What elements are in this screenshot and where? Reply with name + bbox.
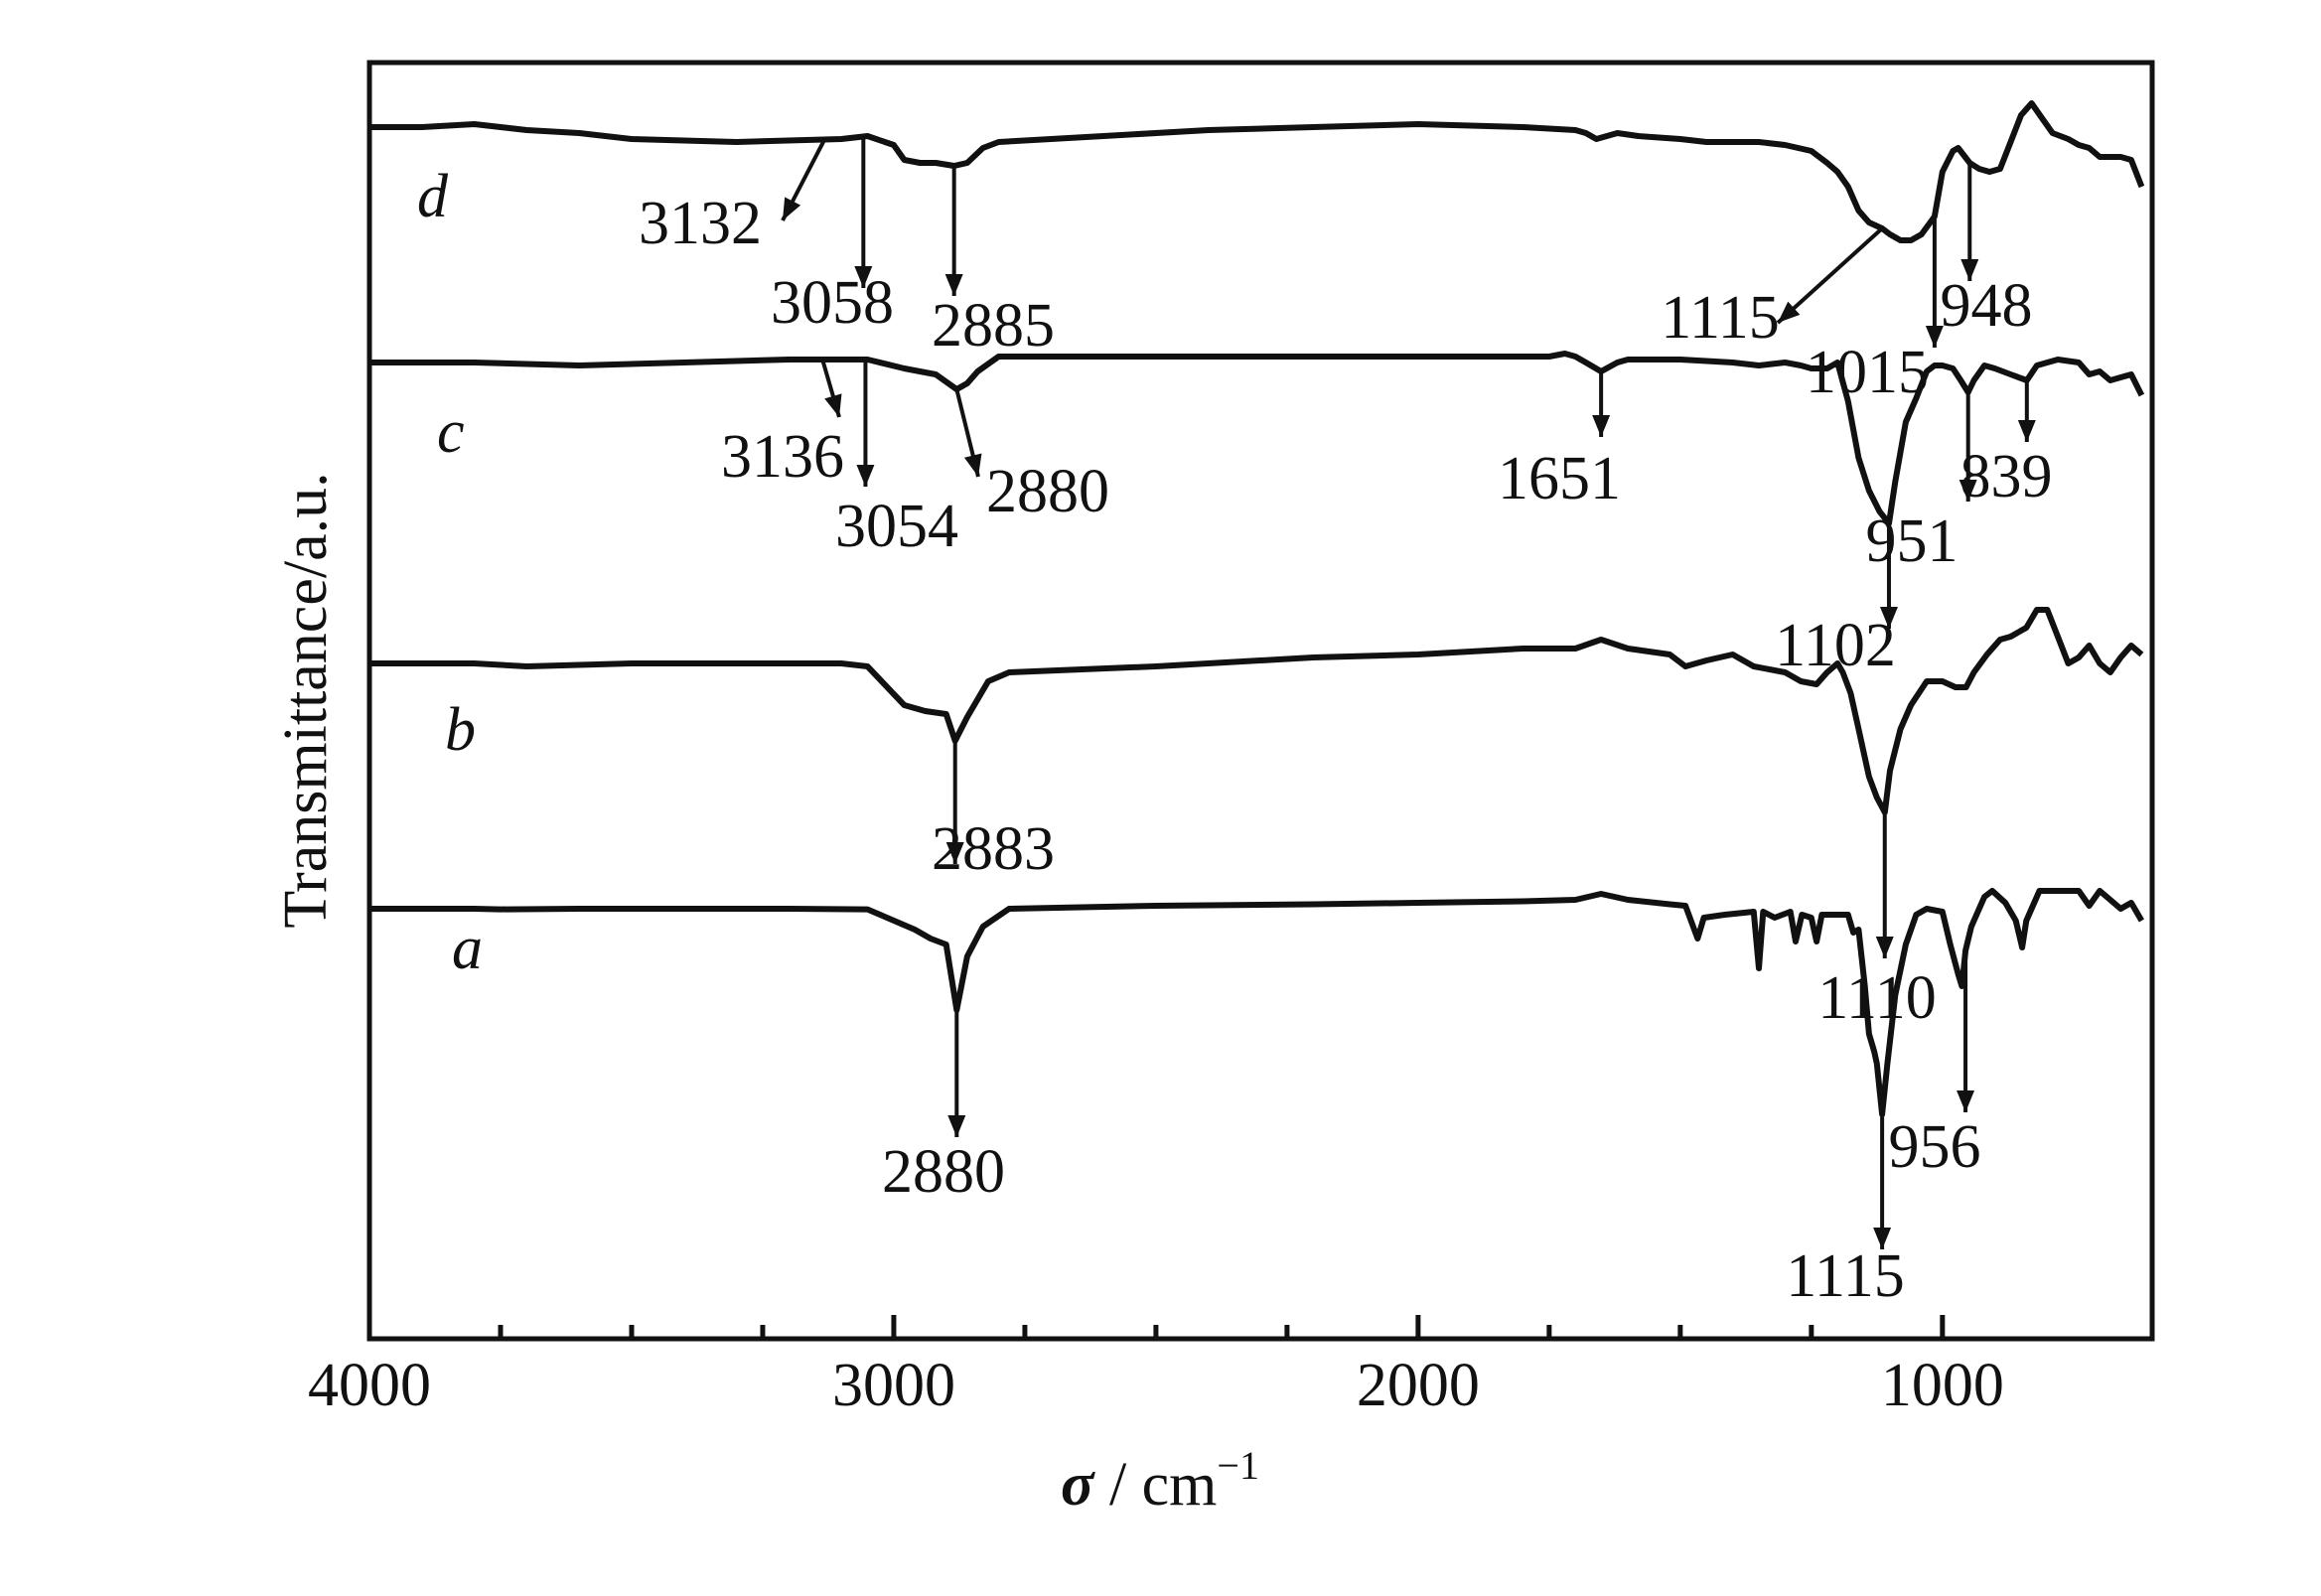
annotation-label: 3058 [771,269,894,337]
annotation-arrowhead [854,266,873,288]
curve-label-a: a [452,915,483,982]
annotation-arrowhead [1958,480,1977,502]
annotation-arrowhead [963,453,982,477]
series-line-c [369,351,2145,526]
annotation-label: 2883 [932,815,1055,883]
annotation-label: 2880 [882,1138,1005,1206]
annotation-arrowhead [1957,1090,1975,1112]
annotation-label: 1015 [1806,339,1929,406]
annotation-arrowhead [1778,301,1801,323]
annotation-label: 948 [1941,272,2033,340]
x-tick-label: 2000 [1357,1352,1480,1419]
annotation-label: 956 [1889,1113,1981,1181]
annotation-label: 3054 [835,493,958,560]
annotation-label: 2880 [986,458,1109,525]
annotation-arrowhead [945,842,964,864]
annotation-arrowhead [783,197,801,220]
series-line-b [369,607,2144,815]
annotations-layer: 2880111595611102883110295183916513136305… [639,190,2053,1310]
annotation-arrowhead [944,274,963,296]
annotation-label: 1115 [1661,284,1779,352]
series-line-d [369,100,2145,243]
annotation-arrowhead [947,1115,966,1137]
annotation-label: 839 [1960,443,2053,510]
x-tick-label: 4000 [308,1352,431,1419]
annotation-arrowhead [1960,259,1979,281]
annotation-arrowhead [1873,1228,1892,1249]
x-axis-exponent: −1 [1217,1443,1259,1488]
annotation-arrowhead [1875,937,1894,958]
x-tick-label: 1000 [1881,1352,2004,1419]
x-axis-unit: / cm [1093,1451,1217,1519]
y-axis-label: Transmittance/a.u. [272,472,340,928]
annotation-arrowhead [856,465,875,487]
curve-label-d: d [417,163,449,230]
plot-frame [366,60,2155,1342]
annotation-arrowhead [824,393,842,417]
annotation-label: 3132 [639,190,762,257]
annotation-arrowhead [1925,326,1944,348]
x-axis-symbol: σ [1061,1451,1095,1519]
annotation-label: 951 [1866,508,1958,575]
curve-label-c: c [437,398,465,466]
x-tick-label: 3000 [832,1352,955,1419]
curve-label-b: b [445,696,476,764]
x-axis-ticks [366,1315,1946,1339]
x-axis-tick-labels: 4000 3000 2000 1000 [308,1352,2004,1419]
annotation-arrowhead [1879,607,1898,629]
annotation-arrowhead [2017,420,2036,442]
annotation-label: 2885 [932,292,1055,360]
annotation-arrow [1776,226,1884,325]
curves-layer [369,100,2145,1117]
annotation-label: 1110 [1817,964,1936,1032]
x-axis-label: σ / cm−1 [1061,1443,1259,1519]
series-line-a [369,888,2144,1117]
annotation-label: 3136 [721,423,844,491]
annotation-label: 1102 [1775,612,1896,679]
annotation-label: 1115 [1786,1242,1904,1310]
annotation-arrowhead [1592,415,1611,437]
arrows-layer [781,136,2036,1249]
annotation-label: 1651 [1498,445,1621,512]
